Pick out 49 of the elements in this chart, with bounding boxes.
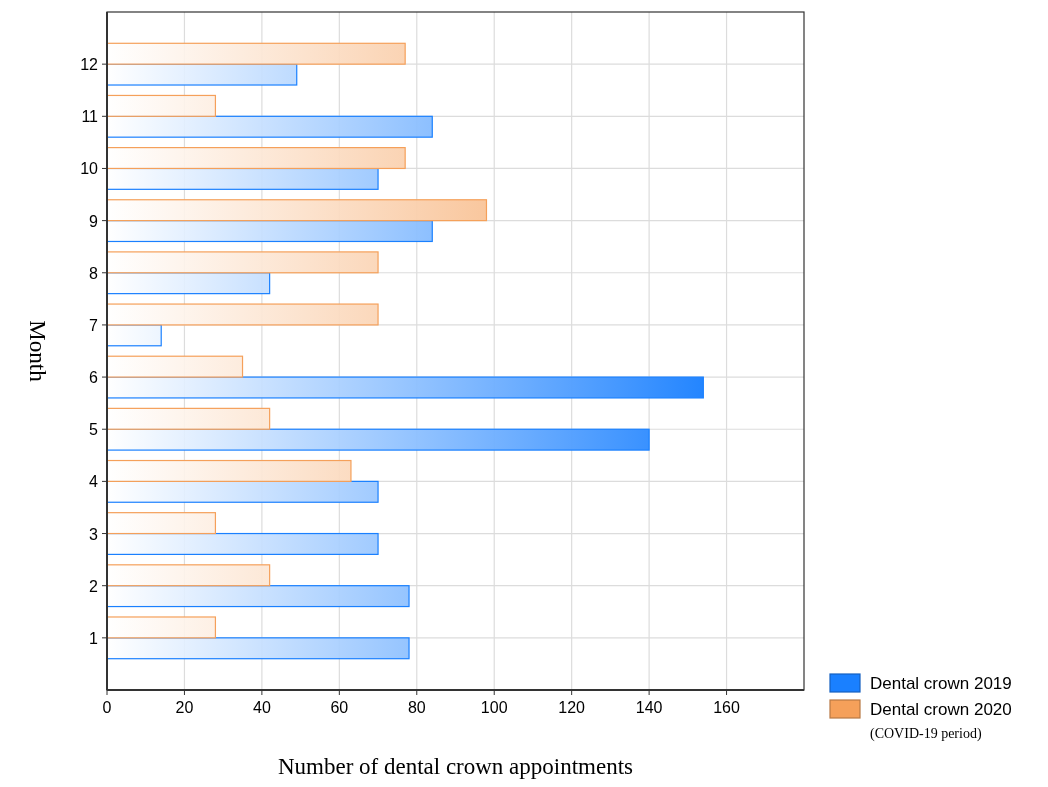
x-tick-label: 40 xyxy=(252,699,271,716)
bar xyxy=(106,303,379,326)
y-tick-label: 1 xyxy=(89,629,99,647)
bar xyxy=(106,355,244,378)
bar xyxy=(106,616,217,639)
y-tick-label: 12 xyxy=(80,56,99,74)
y-tick-label: 10 xyxy=(80,160,99,178)
bar xyxy=(106,199,488,222)
x-tick-label: 20 xyxy=(175,699,194,716)
bar xyxy=(106,428,650,451)
y-tick-label: 8 xyxy=(89,264,99,282)
y-tick-label: 4 xyxy=(89,473,99,491)
bar xyxy=(106,63,298,86)
bar xyxy=(106,94,217,117)
legend-label: Dental crown 2019 xyxy=(870,674,1012,693)
y-tick-label: 9 xyxy=(89,212,99,230)
bar xyxy=(106,251,379,274)
x-tick-label: 0 xyxy=(102,699,112,716)
y-tick-label: 2 xyxy=(89,577,99,595)
bar xyxy=(106,637,410,660)
bar xyxy=(106,115,433,138)
x-tick-label: 100 xyxy=(480,699,508,716)
bar xyxy=(106,147,406,170)
bar xyxy=(106,480,379,503)
y-axis-title: Month xyxy=(25,320,50,383)
text: (COVID-19 period) xyxy=(870,726,982,742)
bar xyxy=(106,407,271,430)
y-tick-label: 3 xyxy=(89,525,99,543)
bar xyxy=(106,512,217,535)
bar xyxy=(106,564,271,587)
y-tick-label: 6 xyxy=(89,369,99,387)
bar xyxy=(106,532,379,555)
x-tick-label: 160 xyxy=(713,699,740,716)
y-tick-label: 11 xyxy=(81,108,99,126)
bar xyxy=(106,459,352,482)
bar xyxy=(106,220,433,243)
bar xyxy=(106,167,379,190)
bar xyxy=(106,42,406,65)
legend-label: Dental crown 2020 xyxy=(870,700,1012,719)
bar xyxy=(106,272,271,295)
y-tick-label: 5 xyxy=(89,421,99,439)
x-tick-label: 80 xyxy=(407,699,426,716)
x-tick-label: 140 xyxy=(635,699,663,716)
y-tick-label: 7 xyxy=(89,316,99,334)
x-tick-label: 120 xyxy=(558,699,586,716)
x-tick-label: 60 xyxy=(330,699,349,716)
bar xyxy=(106,585,410,608)
x-axis-title: Number of dental crown appointments xyxy=(277,754,634,779)
bar xyxy=(106,376,704,399)
